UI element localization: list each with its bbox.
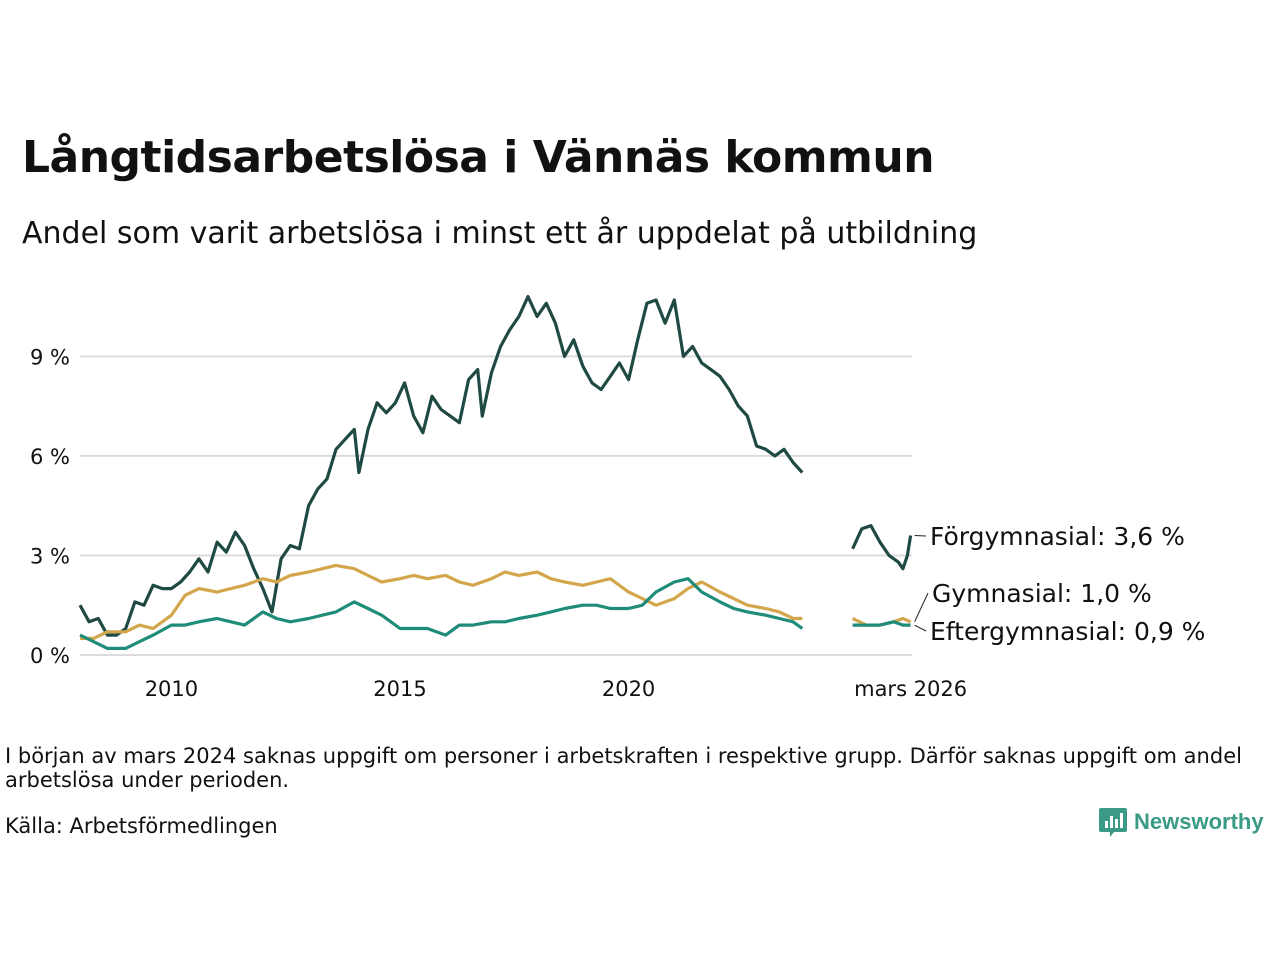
x-tick-label: 2015: [373, 677, 426, 701]
x-tick-label: 2010: [145, 677, 198, 701]
series-line-eftergymnasial: [79, 577, 804, 650]
series-line-förgymnasial: [78, 295, 804, 637]
series-line-förgymnasial: [851, 524, 913, 571]
label-leader-line: [914, 624, 927, 632]
source-credit: Källa: Arbetsförmedlingen: [5, 814, 278, 838]
chart-title: Långtidsarbetslösa i Vännäs kommun: [22, 132, 935, 183]
series-labels: Förgymnasial: 3,6 % Gymnasial: 1,0 % Efter…: [914, 522, 1205, 646]
series-line-gymnasial: [80, 563, 803, 640]
gridlines: [80, 355, 912, 656]
line-chart: 0 % 3 % 6 % 9 % 2010 2015 2020 mars 2026 Förgy…: [30, 295, 1205, 701]
bar-chart-logo-icon: [1099, 808, 1127, 837]
brand-logo[interactable]: Newsworthy: [1098, 806, 1264, 838]
x-tick-label: mars 2026: [854, 677, 967, 701]
x-tick-label: 2020: [602, 677, 655, 701]
brand-name: Newsworthy: [1134, 809, 1264, 834]
y-tick-label: 0 %: [30, 644, 70, 668]
series-label-gymnasial: Gymnasial: 1,0 %: [932, 579, 1152, 608]
chart-subtitle: Andel som varit arbetslösa i minst ett å…: [22, 216, 978, 251]
series-label-eftergymnasial: Eftergymnasial: 0,9 %: [930, 617, 1205, 646]
label-leader-line: [914, 592, 929, 623]
series-lines: [78, 295, 913, 650]
x-axis-ticks: 2010 2015 2020 mars 2026: [145, 677, 967, 701]
series-label-förgymnasial: Förgymnasial: 3,6 %: [930, 522, 1185, 551]
footnote: I början av mars 2024 saknas uppgift om …: [5, 744, 1242, 792]
y-tick-label: 3 %: [30, 544, 70, 568]
y-axis-ticks: 0 % 3 % 6 % 9 %: [30, 345, 70, 668]
series-line-eftergymnasial: [852, 620, 911, 627]
y-tick-label: 9 %: [30, 345, 70, 369]
y-tick-label: 6 %: [30, 445, 70, 469]
